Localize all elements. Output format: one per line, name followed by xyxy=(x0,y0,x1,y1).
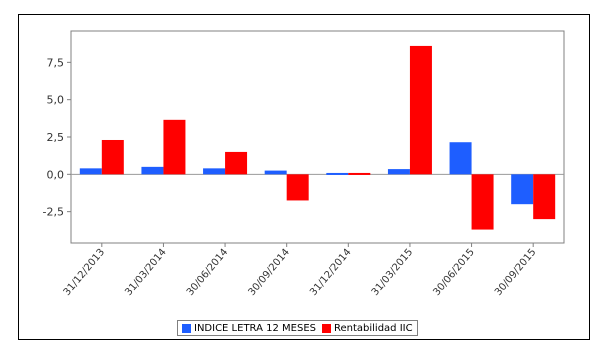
bar-indice-1 xyxy=(141,166,164,175)
bar-indice-4 xyxy=(326,172,349,175)
y-tick-label-2: 2,5 xyxy=(47,131,65,144)
x-tick-label-5: 31/03/2015 xyxy=(370,247,415,298)
x-tick-label-1: 31/03/2014 xyxy=(123,247,168,298)
bar-rentabilidad-0 xyxy=(101,139,124,175)
bar-indice-0 xyxy=(79,168,102,175)
bar-rentabilidad-3 xyxy=(286,174,309,201)
y-tick-label-0: 7,5 xyxy=(47,56,65,69)
legend-label-rentabilidad: Rentabilidad IIC xyxy=(333,322,413,334)
bar-rentabilidad-4 xyxy=(348,172,371,175)
x-tick-label-4: 31/12/2014 xyxy=(308,247,353,298)
bar-rentabilidad-6 xyxy=(471,174,494,230)
bar-indice-3 xyxy=(264,170,287,175)
legend: INDICE LETRA 12 MESES Rentabilidad IIC xyxy=(177,320,418,336)
bar-rentabilidad-7 xyxy=(533,174,556,220)
bar-indice-7 xyxy=(511,174,534,205)
bar-rentabilidad-2 xyxy=(225,151,248,175)
x-tick-label-0: 31/12/2013 xyxy=(62,247,107,298)
legend-swatch-indice xyxy=(182,323,191,333)
legend-swatch-rentabilidad xyxy=(321,323,331,333)
legend-item-rentabilidad: Rentabilidad IIC xyxy=(321,322,413,334)
x-tick-label-6: 30/06/2015 xyxy=(431,247,476,298)
bar-indice-6 xyxy=(449,142,472,175)
x-tick-label-7: 30/09/2015 xyxy=(493,247,538,298)
bar-rentabilidad-5 xyxy=(409,45,432,175)
x-tick-label-2: 30/06/2014 xyxy=(185,247,230,298)
y-tick-label-4: -2,5 xyxy=(43,206,64,219)
legend-label-indice: INDICE LETRA 12 MESES xyxy=(194,322,316,334)
bar-rentabilidad-1 xyxy=(163,119,186,175)
y-tick-label-1: 5,0 xyxy=(47,94,65,107)
legend-item-indice: INDICE LETRA 12 MESES xyxy=(182,323,316,334)
bar-indice-5 xyxy=(387,169,410,175)
bar-indice-2 xyxy=(203,168,226,175)
x-tick-label-3: 30/09/2014 xyxy=(247,247,292,298)
y-tick-label-3: 0,0 xyxy=(47,168,65,181)
